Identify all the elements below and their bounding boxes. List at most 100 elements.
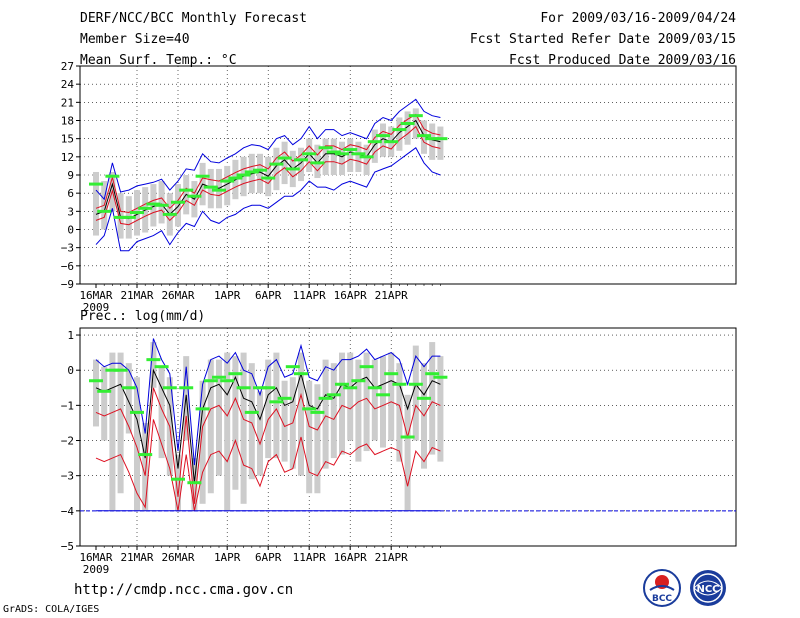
prec-panel-title: Prec.: log(mm/d) [80,309,206,324]
temp-green-mark [253,168,267,172]
forecast-period: For 2009/03/16-2009/04/24 [540,11,736,26]
temp-ytick-label: 21 [61,96,74,109]
prec-spread-bar [273,352,280,459]
temp-xtick-label: 21APR [375,289,408,302]
temp-ytick-label: 0 [67,224,74,237]
forecast-title: DERF/NCC/BCC Monthly Forecast [80,11,307,26]
prec-spread-bar [330,363,337,459]
temp-green-mark [408,114,423,118]
temp-spread-bar [371,129,378,163]
temp-spread-bar [355,141,362,172]
temp-green-mark [162,212,177,216]
prec-ytick-label: −3 [61,470,74,483]
prec-spread-bar [355,359,362,462]
prec-green-mark [318,396,333,400]
prec-ytick-label: 1 [67,329,74,342]
prec-green-mark [162,386,177,390]
prec-spread-bar [142,422,149,511]
temp-green-mark [121,215,136,219]
prec-green-mark [302,407,317,411]
prec-green-mark [384,372,399,376]
temp-spread-bar [273,147,280,191]
bcc-logo: BCC [642,568,682,608]
temp-xtick-label: 26MAR [161,289,194,302]
temp-green-mark [89,182,103,186]
temp-green-mark [384,140,399,144]
prec-spread-bar [93,359,99,427]
temp-green-mark [228,176,243,180]
prec-xtick-label: 26MAR [161,551,194,564]
prec-green-mark [146,358,161,362]
prec-spread-bar [281,380,288,462]
temp-xtick-label: 1APR [214,289,241,302]
temp-green-mark [105,174,120,178]
prec-green-mark [433,375,448,379]
prec-spread-bar [207,359,214,494]
temp-green-mark [318,146,333,150]
prec-spread-bar [175,454,181,511]
temp-green-mark [171,200,185,204]
temp-xtick-label: 16MAR [79,289,112,302]
prec-spread-bar [380,356,386,448]
prec-green-mark [425,372,440,376]
prec-green-mark [269,400,284,404]
prec-green-mark [220,379,235,383]
prec-series-upper-sigma [95,387,441,504]
prec-series-lower-sigma [95,419,441,511]
prec-spread-bar [125,363,132,434]
temp-spread-bar [437,126,444,160]
prec-green-mark [89,379,103,383]
temp-green-mark [326,150,341,154]
prec-green-mark [195,407,210,411]
temp-green-mark [187,194,202,198]
prec-green-mark [187,481,202,485]
temp-green-mark [261,176,276,180]
temp-spread-bar [412,108,419,139]
bcc-logo-text: BCC [652,594,672,604]
prec-xtick-label: 21APR [375,551,408,564]
temp-xtick-label: 11APR [293,289,326,302]
temp-green-mark [179,188,194,192]
prec-green-mark [326,393,341,397]
website-url[interactable]: http://cmdp.ncc.cma.gov.cn [74,582,294,598]
prec-green-mark [236,386,251,390]
temp-green-mark [310,161,325,165]
temp-green-mark [367,140,382,144]
temp-green-mark [154,203,169,207]
prec-green-mark [376,393,390,397]
prec-green-mark [138,453,153,457]
temp-spread-bar [257,153,263,194]
prec-green-mark [203,379,218,383]
temp-green-mark [343,148,358,152]
grads-credit: GrADS: COLA/IGES [3,604,100,615]
temp-green-mark [277,156,292,160]
temp-green-mark [376,134,390,138]
prec-ytick-label: 0 [67,364,74,377]
prec-spread-bar [158,366,165,459]
temp-green-mark [195,174,210,178]
prec-green-mark [121,386,136,390]
temp-ytick-label: −9 [61,278,74,291]
temp-spread-bar [404,111,411,145]
prec-spread-bar [363,352,370,452]
temp-ytick-label: 18 [61,115,74,128]
temp-green-mark [433,137,448,141]
temp-spread-bar [224,165,231,206]
prec-green-mark [171,477,185,481]
prec-spread-bar [109,352,116,511]
temp-ytick-label: −3 [61,242,74,255]
prec-spread-bar [191,458,198,511]
prec-green-mark [130,410,144,414]
temp-year-label: 2009 [83,301,110,314]
prec-spread-bar [248,363,255,480]
prec-spread-bar [412,345,419,441]
temp-series-min [95,147,441,252]
temp-ytick-label: 24 [61,78,75,91]
temp-spread-bar [298,147,304,182]
prec-spread-bar [224,352,231,511]
temp-green-mark [244,170,259,174]
temp-spread-bar [347,138,354,172]
prec-spread-bar [306,380,313,494]
temp-spread-bar [322,138,329,175]
prec-green-mark [294,372,308,376]
